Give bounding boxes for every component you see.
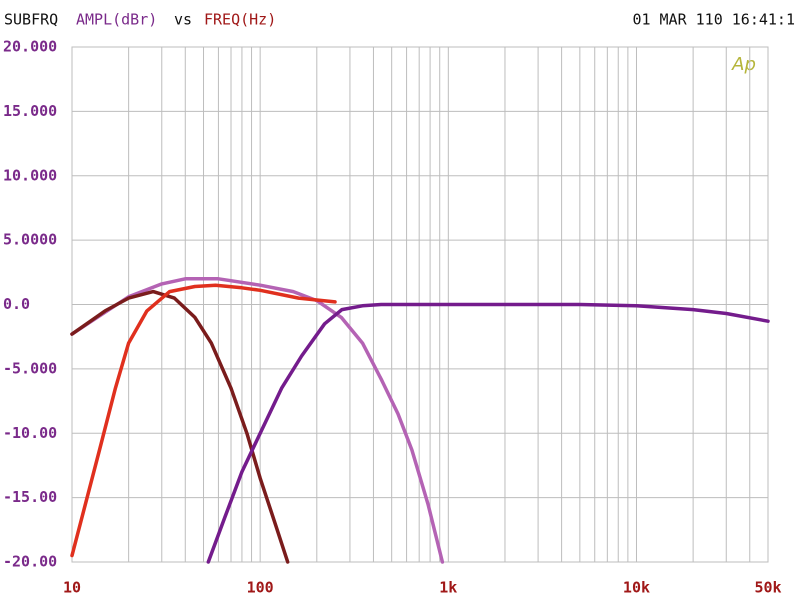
chart-title: SUBFRQ	[4, 11, 58, 29]
y-tick-label: -15.00	[3, 488, 57, 506]
y-tick-label: 5.0000	[3, 231, 57, 249]
series-line	[206, 302, 770, 564]
label-joiner: vs	[174, 11, 192, 29]
x-tick-label: 10k	[623, 579, 650, 597]
y-tick-label: 10.000	[3, 166, 57, 184]
y-tick-label: 15.000	[3, 102, 57, 120]
series-line	[70, 289, 290, 564]
y-tick-label: 0.0	[3, 295, 30, 313]
y-tick-label: 20.000	[3, 38, 57, 56]
y-tick-label: -10.00	[3, 424, 57, 442]
series-line	[70, 283, 337, 558]
y-tick-label: -20.00	[3, 553, 57, 571]
x-tick-label: 100	[247, 579, 274, 597]
x-axis-label: FREQ(Hz)	[204, 11, 276, 29]
x-tick-label: 10	[63, 579, 81, 597]
y-axis-label: AMPL(dBr)	[76, 11, 157, 29]
y-tick-label: -5.000	[3, 359, 57, 377]
x-tick-label: 1k	[439, 579, 457, 597]
plot-frame	[71, 46, 769, 563]
timestamp: 01 MAR 110 16:41:1	[632, 11, 795, 29]
x-tick-label: 50k	[754, 579, 781, 597]
logo: Ap	[731, 54, 756, 75]
